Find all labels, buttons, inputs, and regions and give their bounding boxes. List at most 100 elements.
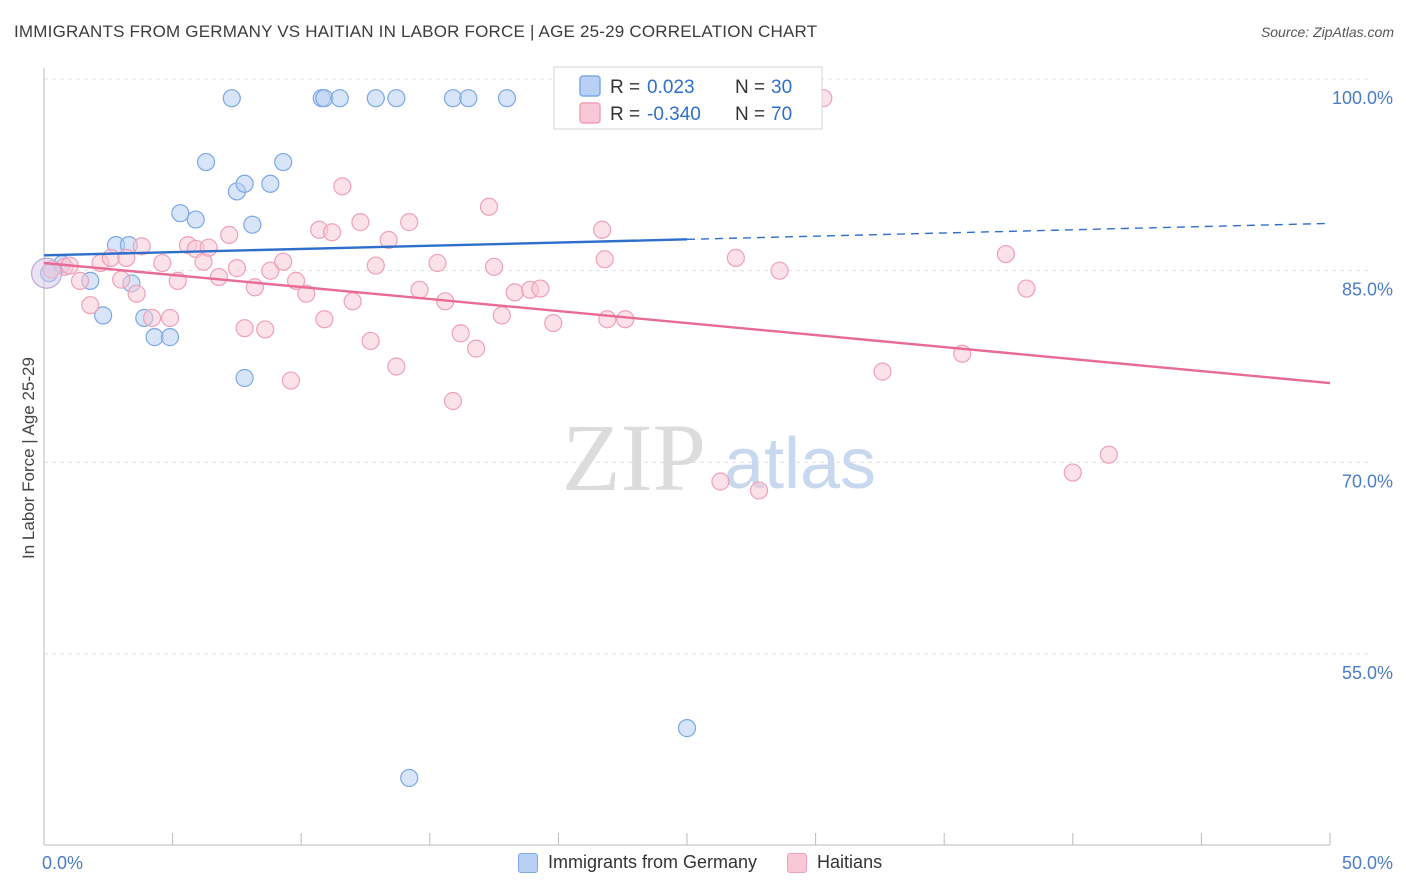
point-germany [274,152,293,172]
point-haitian [616,310,635,329]
point-haitian [726,248,745,267]
point-haitian [1063,463,1082,482]
point-haitian [1099,445,1118,464]
point-haitian [101,248,120,267]
point-haitian [466,339,486,358]
axes: 100.0% 85.0% 70.0% 55.0% 0.0% 50.0% [42,68,1393,873]
point-germany [171,204,190,223]
watermark: ZIP atlas [562,404,876,511]
point-haitian [451,324,470,343]
point-germany [459,89,478,108]
point-germany [330,89,349,108]
stats-r-label: R = [610,77,640,98]
legend-label-haitians: Haitians [817,852,883,872]
point-germany [677,719,697,738]
point-germany [497,89,517,108]
x-tick-label-min: 0.0% [42,853,83,873]
y-tick-label: 100.0% [1332,88,1393,108]
point-haitian [595,250,614,269]
point-germany [222,89,241,108]
stats-n-label: N = [735,77,765,98]
x-tick-label-max: 50.0% [1342,853,1393,873]
point-germany [145,328,164,347]
point-haitian [261,261,280,280]
point-haitian [351,213,370,232]
point-haitian [428,253,447,273]
point-haitian [443,391,463,411]
point-haitian [227,259,246,278]
point-haitian [256,320,275,339]
point-haitian [315,310,334,329]
point-haitian [220,225,239,244]
stats-swatch-haitians [579,102,601,124]
point-haitian [1017,279,1036,298]
bottom-legend: Immigrants from Germany Haitians [518,852,912,873]
stats-n-value: 70 [771,104,792,125]
point-cluster [30,257,63,289]
stats-n-label: N = [735,104,765,125]
point-germany [235,174,254,193]
point-haitian [199,238,218,257]
point-haitian [333,177,352,196]
point-haitian [387,357,406,376]
point-haitian [153,253,172,273]
trend-line-germany-extended [686,222,1331,241]
data-points [30,89,1118,788]
point-haitian [749,481,769,500]
point-haitian [297,284,316,303]
point-haitian [485,257,504,276]
point-germany [443,89,463,108]
trend-lines [43,222,1331,385]
point-haitian [160,308,180,328]
point-haitian [70,271,90,290]
point-haitian [410,280,429,299]
point-haitian [132,237,151,256]
point-germany [387,89,406,108]
legend-item-haitians[interactable]: Haitians [787,852,882,873]
point-haitian [209,267,228,287]
point-haitian [711,472,730,491]
trend-line-germany [43,238,688,257]
y-tick-label: 70.0% [1342,471,1393,491]
legend-swatch-haitians [787,852,808,873]
point-haitian [127,284,146,303]
point-haitian [274,252,293,271]
legend-item-germany[interactable]: Immigrants from Germany [518,852,757,873]
point-haitian [235,319,254,338]
point-haitian [479,197,499,216]
stats-swatch-germany [579,75,601,97]
y-tick-label: 55.0% [1342,663,1393,683]
point-haitian [81,296,100,315]
point-haitian [361,331,380,351]
point-haitian [505,283,524,302]
stats-n-value: 30 [771,77,792,98]
point-haitian [322,223,342,242]
point-haitian [117,248,136,267]
point-haitian [142,308,162,328]
point-germany [366,89,385,108]
point-haitian [492,306,511,325]
stats-r-label: R = [610,104,640,125]
point-haitian [770,261,789,280]
point-haitian [873,362,892,381]
watermark-atlas: atlas [724,424,876,504]
point-germany [94,306,113,325]
grid-lines [44,78,1370,655]
point-germany [160,328,180,347]
point-germany [235,368,254,388]
point-germany [261,174,280,193]
chart-title: IMMIGRANTS FROM GERMANY VS HAITIAN IN LA… [14,22,818,41]
legend-swatch-germany [518,852,538,873]
stats-legend: R = 0.023 N = 30 R = -0.340 N = 70 [553,66,823,130]
point-haitian [281,371,301,390]
legend-label-germany: Immigrants from Germany [548,852,758,872]
point-haitian [996,244,1016,264]
y-tick-label: 85.0% [1342,280,1393,300]
point-haitian [112,270,131,289]
source-label: Source: ZipAtlas.com [1260,24,1394,40]
point-germany [186,210,205,229]
point-germany [243,215,262,234]
stats-r-value: -0.340 [647,104,701,125]
point-haitian [379,230,398,250]
